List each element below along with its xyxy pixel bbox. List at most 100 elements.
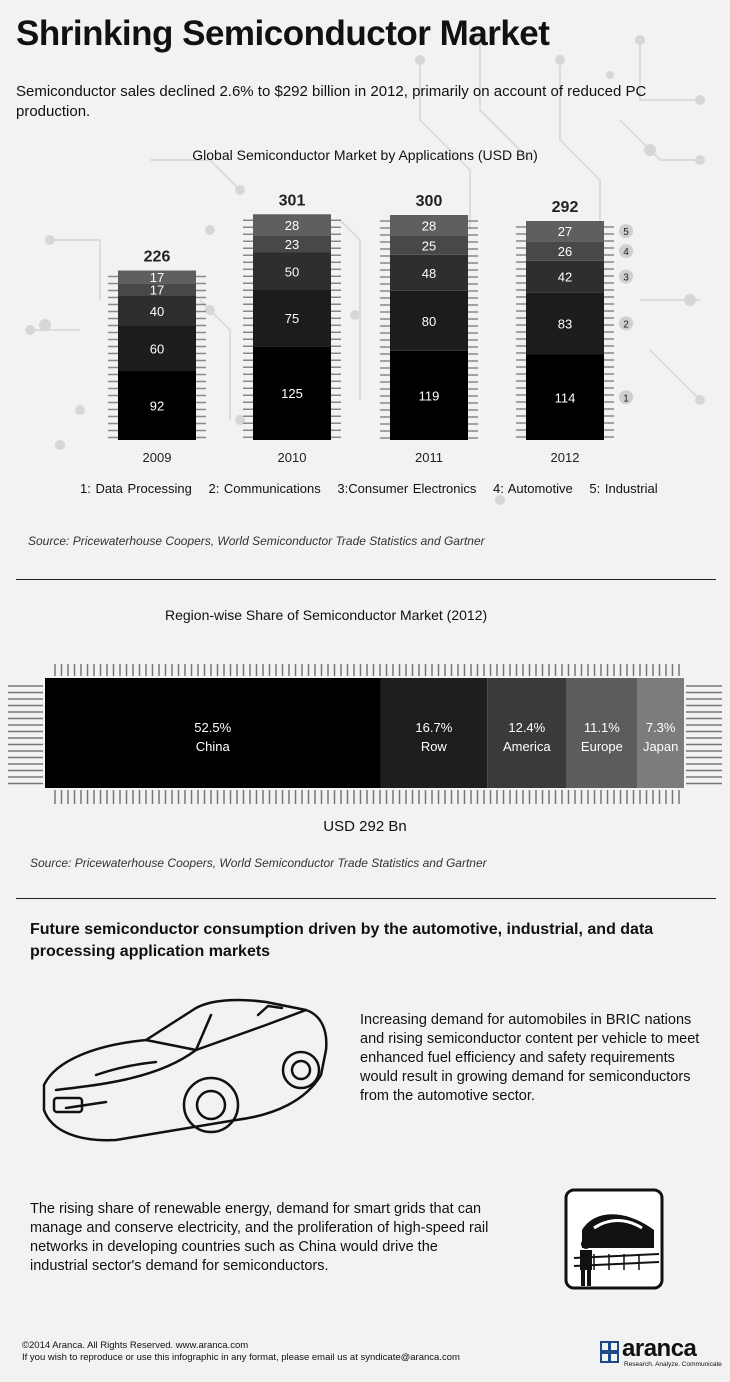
circuit-background <box>25 35 705 505</box>
bar-segment <box>253 214 331 236</box>
region-name-label: Europe <box>581 739 623 754</box>
region-name-label: America <box>503 739 551 754</box>
car-icon <box>42 998 328 1142</box>
legend-item: 1: Data Processing <box>80 481 192 496</box>
future-heading: Future semiconductor consumption driven … <box>30 921 654 960</box>
chart-1-legend: 1: Data Processing 2: Communications 3:C… <box>80 481 670 496</box>
bar-segment <box>253 252 331 290</box>
bar-value-label: 60 <box>150 342 164 357</box>
x-tick-label: 2010 <box>278 450 307 465</box>
bar-value-label: 114 <box>555 390 576 405</box>
region-segment <box>487 678 567 788</box>
bar-value-label: 50 <box>285 264 299 279</box>
series-marker-label: 1 <box>623 393 629 404</box>
series-marker <box>619 390 633 405</box>
bar-segment <box>526 292 604 355</box>
chart-2-title: Region-wise Share of Semiconductor Marke… <box>165 607 488 623</box>
bar-value-label: 23 <box>285 237 299 252</box>
region-segment <box>45 678 381 788</box>
chart-2-source: Source: Pricewaterhouse Coopers, World S… <box>30 856 487 870</box>
series-marker-label: 4 <box>623 247 629 258</box>
legend-item: 4: Automotive <box>493 481 573 496</box>
bar-total-label: 226 <box>144 249 171 266</box>
bar-total-label: 300 <box>416 193 443 210</box>
bar-segment <box>253 235 331 253</box>
bar-value-label: 17 <box>150 283 164 298</box>
region-name-label: Japan <box>643 739 678 754</box>
bar-value-label: 26 <box>558 244 572 259</box>
bar-segment <box>526 221 604 242</box>
region-value-label: 7.3% <box>646 720 676 735</box>
series-marker-label: 5 <box>623 227 629 238</box>
page-subtitle: Semiconductor sales declined 2.6% to $29… <box>16 83 647 120</box>
x-tick-label: 2011 <box>415 450 443 465</box>
region-name-label: Row <box>421 739 448 754</box>
aranca-logo-mark <box>600 1341 619 1363</box>
bar-value-label: 25 <box>422 238 436 253</box>
region-segment <box>566 678 638 788</box>
bar-segment <box>526 260 604 293</box>
region-value-label: 12.4% <box>508 720 545 735</box>
bar-value-label: 125 <box>281 386 303 401</box>
bar-segment <box>526 354 604 440</box>
stacked-bar-chart: 9260401717226200912575502328301201011980… <box>108 192 633 465</box>
aranca-logo-word: aranca <box>622 1335 697 1362</box>
bar-value-label: 42 <box>558 270 572 285</box>
region-segment <box>380 678 488 788</box>
region-name-label: China <box>196 739 231 754</box>
x-tick-label: 2009 <box>143 450 172 465</box>
bar-segment <box>118 326 196 371</box>
bar-segment <box>390 254 468 291</box>
page-title: Shrinking Semiconductor Market <box>16 14 550 53</box>
bar-value-label: 83 <box>558 316 572 331</box>
footer-copyright: ©2014 Aranca. All Rights Reserved. www.a… <box>22 1340 249 1351</box>
bar-segment <box>526 241 604 261</box>
region-total-label: USD 292 Bn <box>323 818 407 835</box>
aranca-logo-tagline: Research. Analyze. Communicate <box>624 1361 722 1368</box>
bar-segment <box>118 371 196 440</box>
bar-segment <box>253 346 331 440</box>
bar-value-label: 27 <box>558 224 572 239</box>
series-marker <box>619 244 633 258</box>
footer-reproduce-note: If you wish to reproduce or use this inf… <box>22 1352 460 1363</box>
section-divider <box>16 579 716 580</box>
bar-value-label: 75 <box>285 311 299 326</box>
region-value-label: 11.1% <box>584 720 620 735</box>
legend-item: 2: Communications <box>208 481 321 496</box>
chart-1-source: Source: Pricewaterhouse Coopers, World S… <box>28 534 485 548</box>
bar-total-label: 301 <box>279 192 306 209</box>
region-share-bar: 52.5% China 16.7% Row 12.4% America 11.1% Europ… <box>8 664 722 804</box>
chart-1-title: Global Semiconductor Market by Applicati… <box>192 147 538 163</box>
bar-value-label: 28 <box>422 219 436 234</box>
region-value-label: 16.7% <box>415 720 452 735</box>
bar-value-label: 92 <box>150 399 164 414</box>
bar-value-label: 80 <box>422 314 436 329</box>
bar-value-label: 28 <box>285 218 299 233</box>
series-marker <box>619 316 633 331</box>
section-divider <box>16 898 716 899</box>
series-marker <box>619 224 633 239</box>
bar-segment <box>390 215 468 236</box>
bar-segment <box>390 236 468 255</box>
series-marker-label: 3 <box>623 273 629 284</box>
x-tick-label: 2012 <box>551 450 580 465</box>
bar-value-label: 48 <box>422 266 436 281</box>
region-value-label: 52.5% <box>194 720 231 735</box>
legend-item: 5: Industrial <box>589 481 658 496</box>
bar-total-label: 292 <box>552 199 579 216</box>
high-speed-train-icon <box>564 1188 664 1290</box>
bar-segment <box>390 350 468 440</box>
bar-value-label: 17 <box>150 270 164 285</box>
bar-segment <box>390 290 468 351</box>
industrial-text: The rising share of renewable energy, de… <box>30 1201 489 1274</box>
legend-item: 3:Consumer Electronics <box>337 481 477 496</box>
series-marker-label: 2 <box>623 319 629 330</box>
bar-segment <box>118 296 196 326</box>
bar-value-label: 119 <box>419 388 440 403</box>
series-marker <box>619 269 633 284</box>
bar-value-label: 40 <box>150 304 164 319</box>
bar-segment <box>253 290 331 347</box>
region-segment <box>637 678 684 788</box>
bar-segment <box>118 270 196 284</box>
bar-segment <box>118 283 196 296</box>
